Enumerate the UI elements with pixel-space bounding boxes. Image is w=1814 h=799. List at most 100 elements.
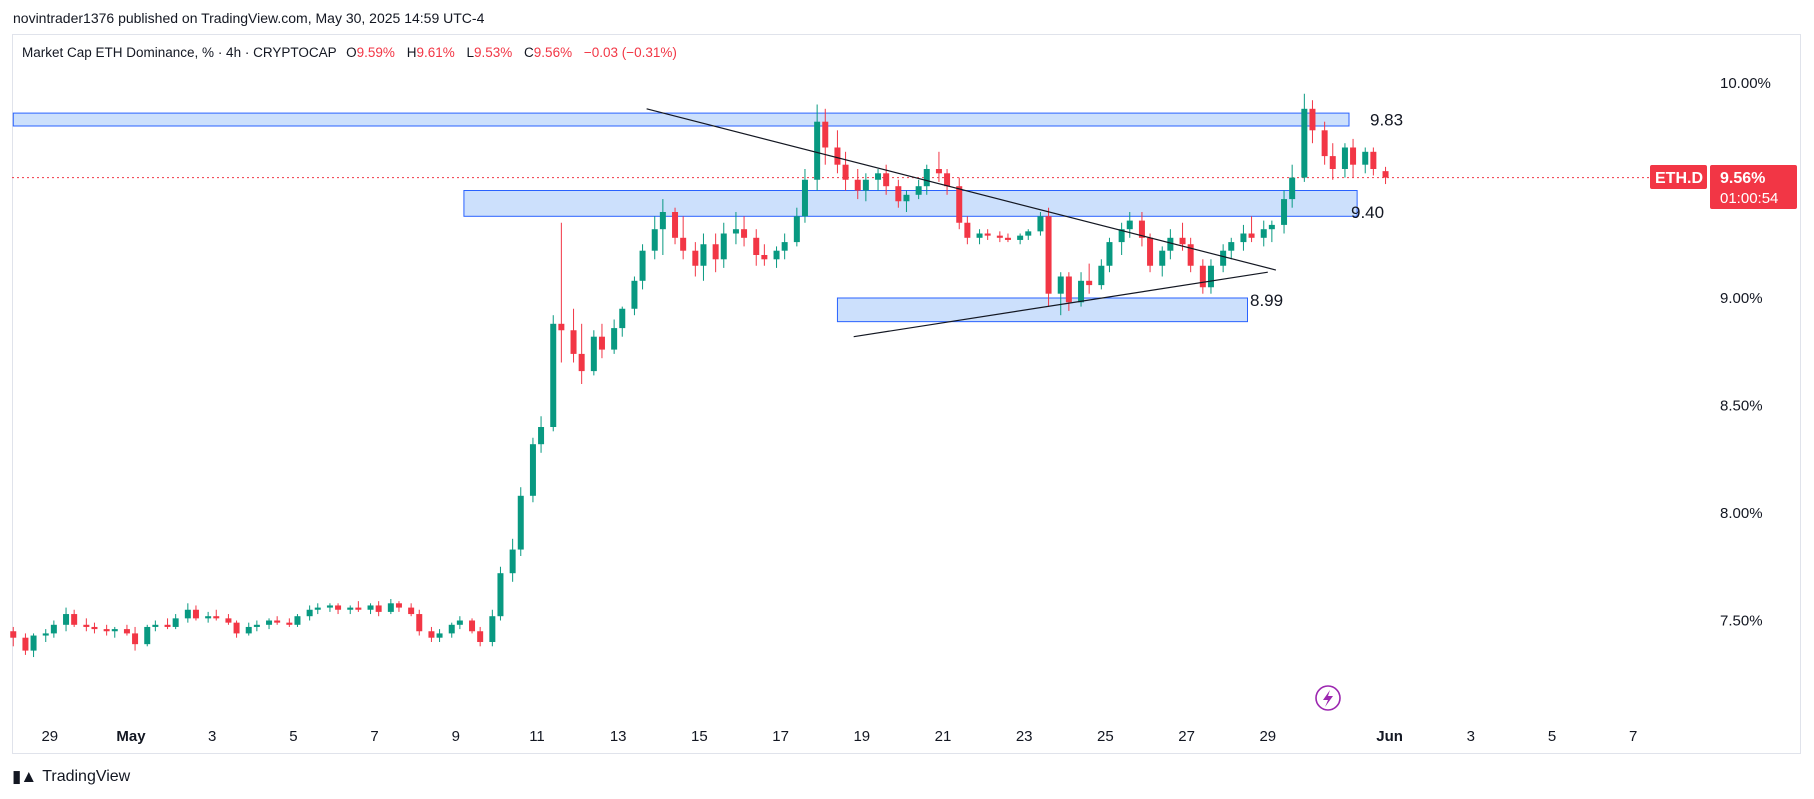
chart-frame[interactable] — [12, 34, 1801, 754]
candle-body — [1199, 265, 1206, 288]
candle-body — [436, 633, 443, 638]
x-tick-label: 25 — [1097, 728, 1114, 745]
candle-body — [1025, 231, 1032, 236]
published-line: novintrader1376 published on TradingView… — [13, 10, 485, 26]
candle — [50, 620, 57, 638]
candle — [538, 416, 545, 453]
candle-body — [395, 603, 402, 608]
candle-body — [842, 164, 849, 180]
candle-body — [773, 250, 780, 260]
price-tag: ETH.D 9.56% 01:00:54 — [1650, 165, 1797, 209]
candle — [1147, 233, 1154, 273]
candle — [408, 603, 415, 617]
candle-body — [477, 631, 484, 642]
candle — [91, 622, 98, 634]
candle-body — [42, 633, 49, 636]
footer-brand[interactable]: ▮▲ TradingView — [12, 767, 130, 787]
candle — [1228, 237, 1235, 260]
candle — [1268, 220, 1275, 243]
candle-body — [1228, 242, 1235, 251]
candle — [773, 246, 780, 268]
candle-body — [538, 427, 545, 445]
candle — [1220, 244, 1227, 273]
candle-body — [347, 607, 354, 610]
candle-body — [712, 244, 719, 260]
candle-body — [164, 624, 171, 627]
price-tag-symbol-box — [1650, 165, 1707, 189]
candle — [923, 164, 930, 195]
candle-body — [964, 222, 971, 238]
candle — [903, 190, 910, 212]
level-labels: 9.83 9.40 8.99 — [1250, 111, 1403, 311]
price-tag-countdown: 01:00:54 — [1720, 190, 1778, 207]
level-label-2: 8.99 — [1250, 291, 1283, 310]
candle-body — [590, 336, 597, 372]
candle — [1199, 259, 1206, 294]
candle-body — [1207, 265, 1214, 288]
candle — [1037, 212, 1044, 236]
candle-body — [915, 186, 922, 195]
candle-body — [1065, 276, 1072, 303]
candle — [436, 629, 443, 642]
candle — [741, 216, 748, 247]
candle-body — [793, 216, 800, 243]
candle — [598, 323, 605, 359]
x-tick-label: 7 — [370, 728, 378, 745]
x-tick-label: 29 — [1259, 728, 1276, 745]
candle-body — [1321, 130, 1328, 157]
candle — [335, 603, 342, 615]
candle-body — [741, 229, 748, 238]
candle-body — [1382, 171, 1389, 178]
candle-body — [1281, 199, 1288, 225]
candle — [132, 626, 139, 651]
candle — [781, 233, 788, 260]
candle — [103, 624, 110, 636]
y-tick-label: 8.00% — [1720, 505, 1763, 522]
candle — [192, 605, 199, 621]
candle-body — [651, 229, 658, 251]
candle-body — [801, 179, 808, 217]
flash-icon[interactable] — [1315, 685, 1341, 711]
candle-body — [517, 495, 524, 550]
candle — [1248, 216, 1255, 243]
candle — [387, 599, 394, 615]
candle — [822, 108, 829, 165]
candle-body — [314, 607, 321, 610]
candle — [1301, 93, 1308, 182]
candle — [326, 603, 333, 612]
candle — [964, 216, 971, 245]
candle-body — [1329, 156, 1336, 169]
candle-body — [1240, 233, 1247, 243]
candle-body — [469, 620, 476, 632]
x-tick-label: 17 — [772, 728, 789, 745]
x-tick-label: 27 — [1178, 728, 1195, 745]
candle-body — [253, 624, 260, 627]
x-tick-label: 19 — [853, 728, 870, 745]
candles — [10, 93, 1389, 658]
candle — [1065, 272, 1072, 311]
candle-body — [814, 121, 821, 180]
candle-body — [1187, 244, 1194, 266]
candle — [753, 229, 760, 266]
x-tick-label: 7 — [1629, 728, 1637, 745]
price-tag-symbol: ETH.D — [1655, 170, 1703, 187]
candle — [976, 229, 983, 245]
candle — [672, 207, 679, 245]
candle — [294, 614, 301, 627]
candle — [428, 626, 435, 642]
candle-body — [456, 620, 463, 625]
candle-body — [509, 549, 516, 574]
low-label: L — [466, 45, 474, 60]
candle — [814, 104, 821, 191]
candle — [793, 207, 800, 247]
candle — [469, 618, 476, 634]
candle-body — [355, 607, 362, 610]
trend-line-1 — [853, 271, 1268, 338]
candle — [306, 605, 313, 621]
tradingview-logo-icon: ▮▲ — [12, 767, 37, 786]
candle — [266, 618, 273, 630]
candle — [984, 229, 991, 240]
candle — [842, 151, 849, 191]
candle — [375, 601, 382, 617]
